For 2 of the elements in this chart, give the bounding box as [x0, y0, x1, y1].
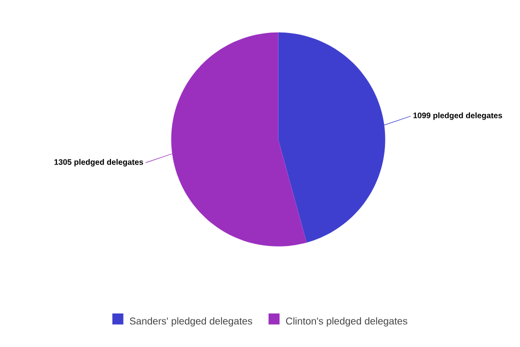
legend-label: Clinton's pledged delegates	[286, 317, 408, 327]
legend-label: Sanders' pledged delegates	[130, 317, 252, 327]
